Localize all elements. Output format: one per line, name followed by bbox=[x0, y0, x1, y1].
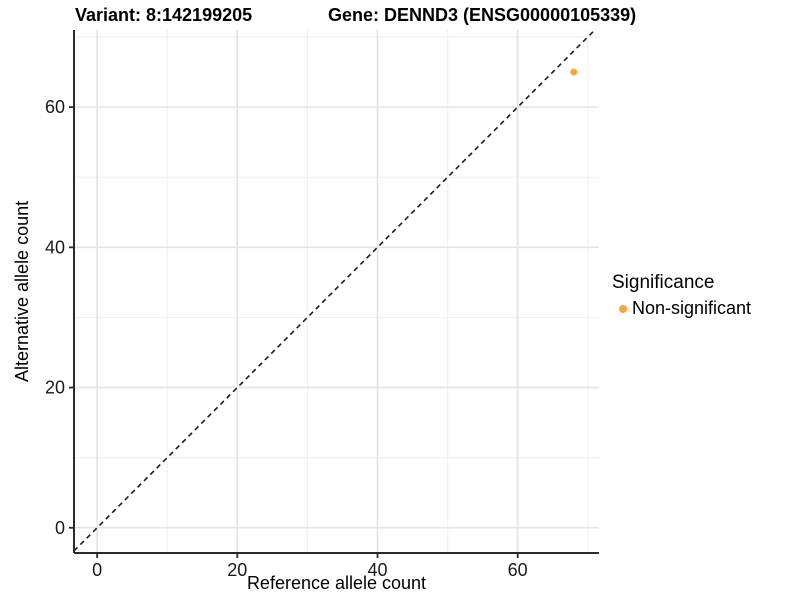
identity-line bbox=[73, 29, 596, 552]
y-tick-label: 20 bbox=[45, 378, 65, 398]
y-tick-label: 0 bbox=[55, 518, 65, 538]
legend-title: Significance bbox=[612, 272, 715, 293]
gene-title: Gene: DENND3 (ENSG00000105339) bbox=[328, 5, 637, 25]
variant-title: Variant: 8:142199205 bbox=[75, 5, 253, 25]
x-tick-label: 0 bbox=[92, 560, 102, 580]
x-tick-label: 40 bbox=[367, 560, 387, 580]
x-tick-label: 60 bbox=[508, 560, 528, 580]
y-tick-label: 60 bbox=[45, 97, 65, 117]
legend-item-non-significant: Non-significant bbox=[612, 298, 751, 319]
legend-point-icon bbox=[619, 304, 627, 313]
x-axis-title: Reference allele count bbox=[246, 573, 427, 593]
y-axis-title: Alternative allele count bbox=[12, 200, 32, 383]
legend-item-label: Non-significant bbox=[632, 298, 752, 318]
data-point bbox=[570, 68, 578, 76]
legend: Significance Non-significant bbox=[612, 272, 751, 319]
y-tick-label: 40 bbox=[45, 237, 65, 257]
x-tick-label: 20 bbox=[227, 560, 247, 580]
